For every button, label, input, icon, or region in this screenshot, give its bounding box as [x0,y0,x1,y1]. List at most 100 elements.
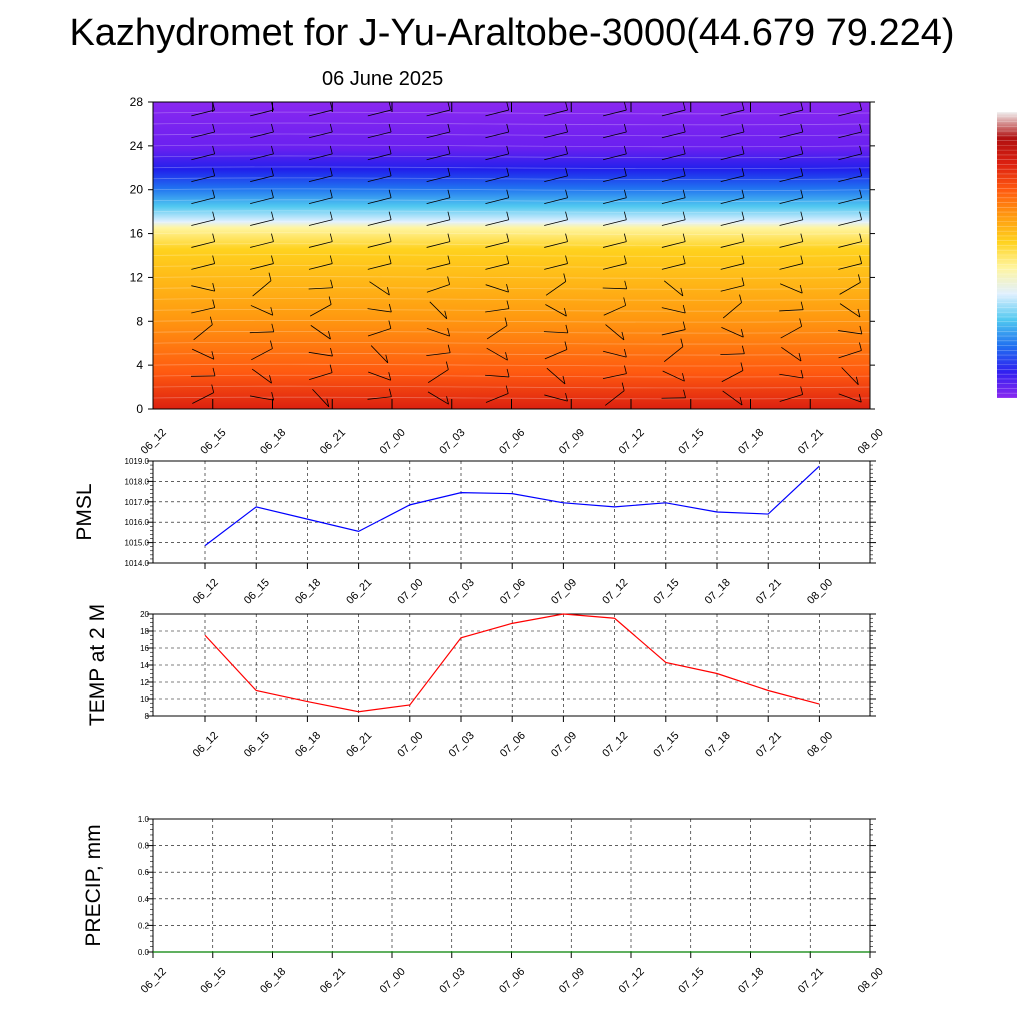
contour-line [152,232,871,235]
wind-barb [191,299,216,314]
wind-barb [661,233,686,248]
wind-barb [779,255,804,270]
wind-barb [249,323,275,334]
precip-y-tick-label: 0.4 [138,895,150,904]
temp-x-tick-label: 06_21 [344,730,374,760]
pmsl-x-tick-label: 07_21 [754,577,784,607]
pmsl-y-tick-label: 1017.0 [125,498,150,507]
wind-barb [426,123,451,139]
chart-date-subtitle: 06 June 2025 [322,68,444,90]
contour-line [152,166,871,170]
y-tick-label: 8 [136,314,143,328]
wind-barb [779,283,803,294]
pmsl-x-tick-label: 07_15 [651,577,681,607]
wind-barb [720,345,745,355]
wind-barb [838,145,863,161]
wind-barb [191,233,216,248]
pmsl-x-tick-label: 07_12 [600,577,630,607]
wind-barb [720,189,745,204]
wind-barb [602,145,627,161]
wind-barb [544,233,568,248]
contour-line [152,330,871,334]
wind-barb [485,300,510,313]
wind-barb [191,145,216,161]
temp-x-tick-label: 07_09 [549,730,579,760]
wind-barb [722,294,742,319]
wind-barb [485,123,510,139]
wind-barb [838,211,863,226]
y-tick-label: 0 [136,402,143,416]
wind-barb [779,123,804,139]
wind-barb [602,167,627,183]
wind-barb [602,348,627,358]
contour-line [152,287,871,290]
wind-barb [779,101,804,117]
temp-x-tick-label: 07_12 [600,730,630,760]
wind-barb [250,233,274,248]
wind-barb [485,284,509,293]
wind-barb [250,305,274,316]
precip-x-tick-label: 07_00 [378,966,408,996]
wind-barb [250,211,274,226]
wind-barb [250,123,274,139]
contour-line [152,341,871,345]
precip-x-tick-label: 08_00 [856,966,886,996]
precip-y-tick-label: 0.8 [138,842,150,851]
y-tick-label: 28 [130,95,144,109]
contour-line [152,254,871,257]
contour-line [152,188,871,191]
x-tick-label: 06_15 [198,427,228,457]
wind-barb [370,345,389,364]
contour-line [152,155,871,159]
wind-barb [779,211,804,226]
wind-barb [367,255,392,270]
wind-barb [779,189,804,204]
contour-line [152,320,871,323]
wind-barb [661,389,686,399]
y-tick-label: 12 [130,270,144,284]
wind-barb [426,145,451,161]
wind-barb [309,364,333,380]
temp-x-tick-label: 07_21 [754,730,784,760]
wind-barb [544,101,568,117]
temp-x-tick-label: 06_18 [293,730,323,760]
wind-barb [308,189,333,204]
wind-barb [838,123,863,139]
x-tick-label: 07_15 [676,427,706,457]
wind-barb [191,123,216,139]
wind-barb [661,123,686,139]
wind-barb [602,123,627,139]
wind-barb [661,321,686,336]
wind-barb [838,167,863,183]
wind-barb [367,388,392,400]
wind-barb [308,233,333,248]
wind-barb [838,342,862,359]
temp-frame [152,613,871,717]
wind-barb [369,281,390,296]
precip-y-tick-label: 0.6 [138,868,150,877]
wind-barb [602,255,627,270]
wind-barb [781,346,802,362]
precip-x-tick-label: 06_15 [198,966,228,996]
x-tick-label: 06_21 [318,427,348,457]
wind-barb [426,276,451,293]
wind-barb [308,167,333,183]
temp-x-tick-label: 07_18 [703,730,733,760]
wind-barb [602,365,627,379]
wind-barb [250,145,274,161]
pmsl-y-tick-label: 1014.0 [125,559,150,568]
pmsl-x-tick-label: 06_21 [344,577,374,607]
temp-x-tick-label: 07_00 [395,730,425,760]
pmsl-x-tick-label: 07_06 [498,577,528,607]
wind-barb [720,233,745,248]
wind-barb [546,367,566,385]
wind-barb [602,233,627,248]
wind-barb [485,255,510,270]
wind-barb [722,390,743,406]
wind-barb [250,167,274,183]
wind-barb [661,211,686,226]
wind-barb [367,123,392,139]
x-tick-label: 07_18 [736,427,766,457]
wind-barb [544,167,568,183]
precip-y-tick-label: 0.2 [138,921,150,930]
